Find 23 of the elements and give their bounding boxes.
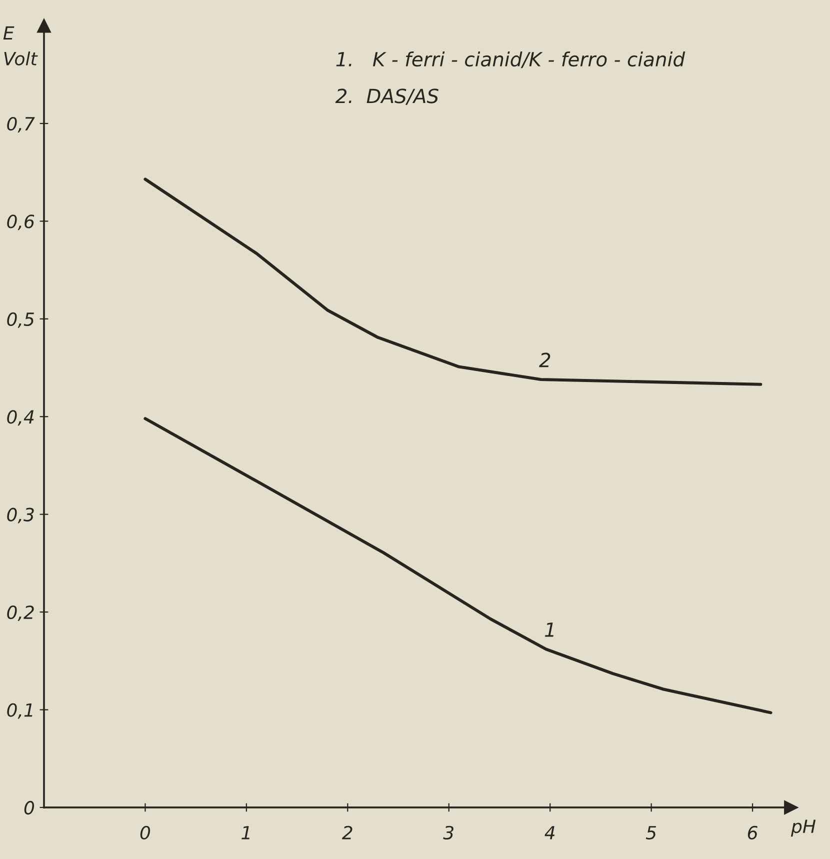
annotation: 1. K - ferri - cianid/K - ferro - cianid [336,52,686,68]
line-series [144,178,762,386]
y-tick-label: 0,5 [7,312,34,328]
y-tick-label: 0,1 [7,703,32,719]
annotation: 2 [539,352,550,368]
y-axis-title: E Volt [3,26,38,66]
x-tick-label: 6 [748,826,758,840]
y-tick-label: 0,6 [7,214,34,230]
y-tick-label: 0,4 [7,410,34,426]
x-tick-label: 3 [443,826,454,840]
annotation: 1 [544,622,554,637]
x-tick-label: 0 [140,826,150,840]
line-series [144,417,772,714]
y-tick-label: 0,3 [7,508,34,524]
x-tick-label: 2 [342,826,352,840]
x-tick-label: 4 [544,826,555,840]
x-axis-title: pH [790,820,816,837]
x-tick-label: 5 [646,826,656,840]
annotation: 2. DAS/AS [335,88,438,105]
y-tick-label: 0 [24,800,34,815]
y-tick-label: 0,7 [7,116,35,132]
y-tick-label: 0,2 [7,605,34,621]
x-tick-label: 1 [242,826,250,840]
